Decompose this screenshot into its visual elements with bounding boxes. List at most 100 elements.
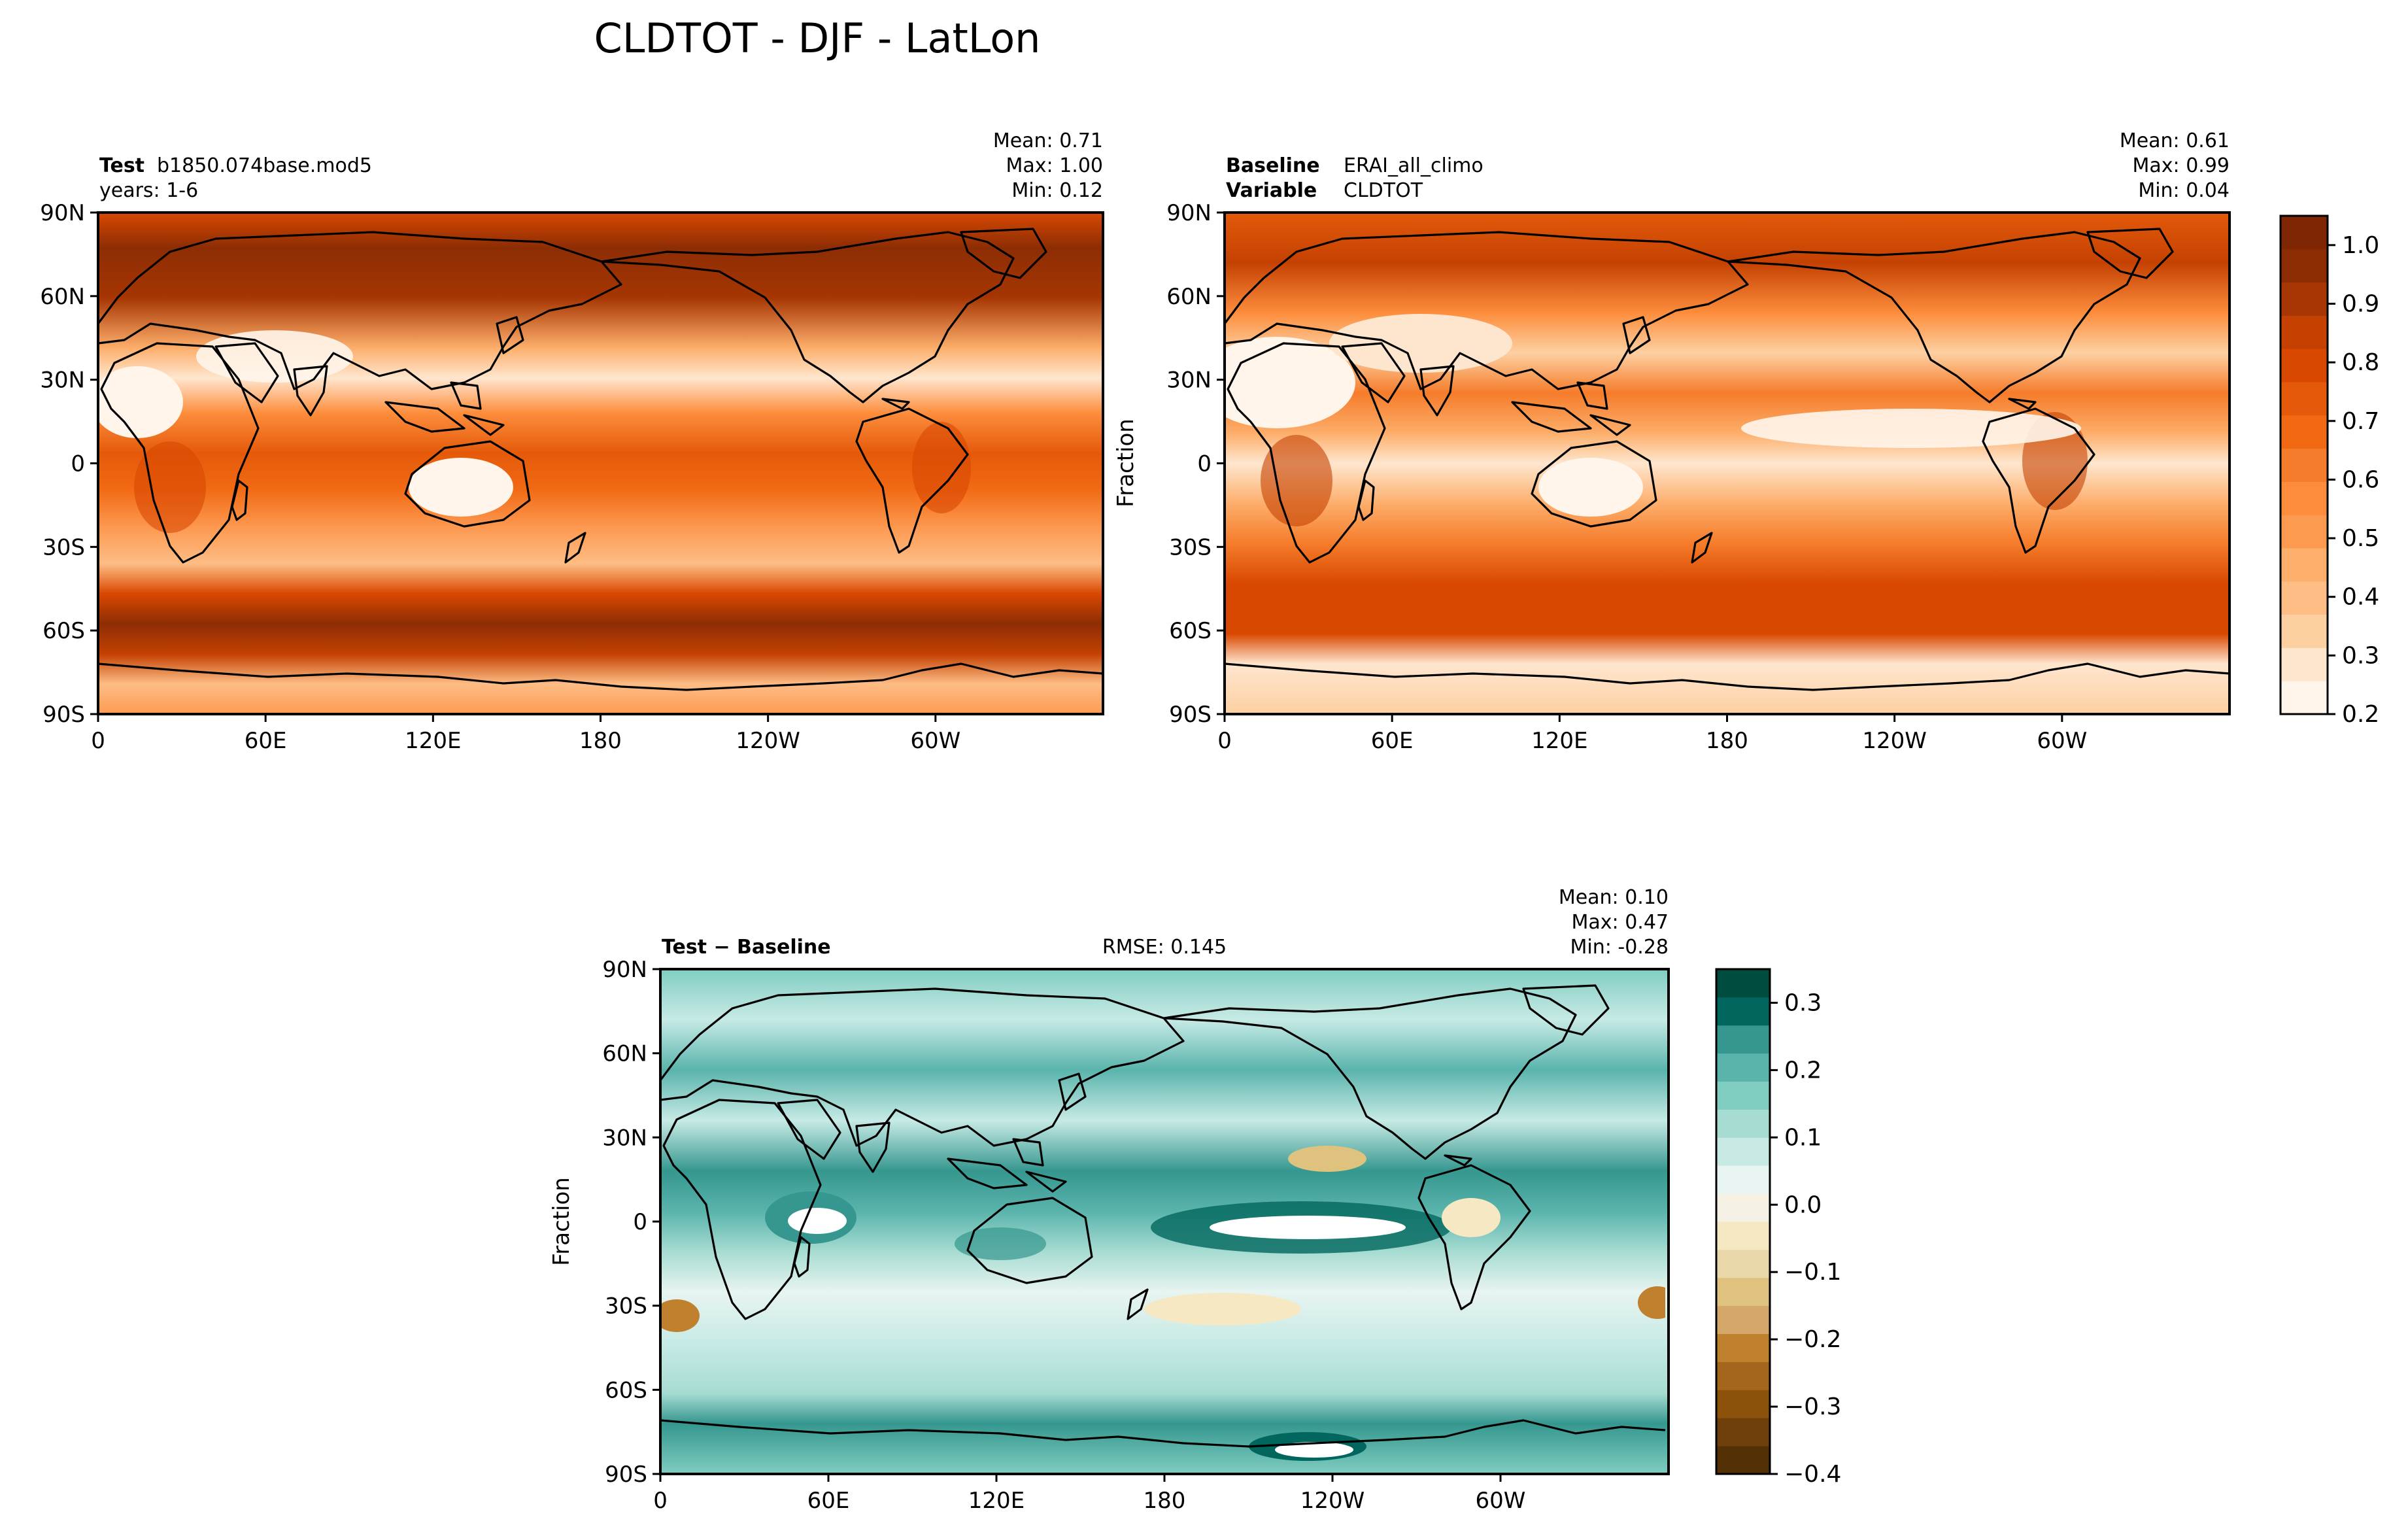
xtick-label: 180 [1706, 728, 1748, 754]
colorbar-segment [2281, 681, 2328, 715]
colorbar-tick-label: −0.4 [1784, 1461, 1841, 1488]
colorbar-segment [1716, 1390, 1770, 1418]
colorbar-segment [1716, 1446, 1770, 1475]
colorbar-tick-label: 0.9 [2342, 290, 2379, 317]
difference-stat-mean: Mean: 0.10 [1559, 886, 1669, 909]
colorbar-segment [1716, 1333, 1770, 1362]
baseline-label2-bold: Variable [1226, 179, 1317, 202]
colorbar-tick-label: 0.2 [1784, 1057, 1822, 1084]
colorbar-segment [2281, 415, 2328, 449]
colorbar-segment [1716, 1305, 1770, 1335]
colorbar-tick-label: −0.3 [1784, 1394, 1841, 1420]
colorbar-segment [1716, 997, 1770, 1026]
colorbar-segment [2281, 382, 2328, 416]
colorbar-tick-label: 0.3 [2342, 642, 2379, 669]
colorbar-segment [2281, 248, 2328, 283]
ytick-label: 30S [605, 1293, 647, 1320]
colorbar-tick-label: −0.1 [1784, 1259, 1841, 1286]
xtick-label: 120W [736, 728, 800, 754]
colorbar-segment [1716, 1081, 1770, 1110]
ytick-label: 90S [42, 702, 85, 728]
baseline-label-value: ERAI_all_climo [1344, 154, 1484, 177]
xtick-label: 0 [91, 728, 105, 754]
difference-field-features [660, 1146, 1665, 1461]
colorbar-segment [2281, 315, 2328, 349]
ytick-label: 60S [1169, 618, 1212, 644]
panel-baseline: Baseline ERAI_all_climo Variable CLDTOT … [1113, 129, 2231, 754]
ytick-label: 30S [1169, 534, 1212, 560]
colorbar-segment [2281, 216, 2328, 250]
colorbar-segment [1716, 1418, 1770, 1446]
ytick-label: 30N [40, 368, 85, 394]
colorbar-tick-label: −0.2 [1784, 1326, 1841, 1353]
xtick-label: 120W [1862, 728, 1927, 754]
colorbar-segment [1716, 1053, 1770, 1082]
ytick-label: 30N [1166, 368, 1212, 394]
colorbar-segment [1716, 1277, 1770, 1307]
colorbar-tick-label: 0.5 [2342, 525, 2379, 552]
baseline-stat-mean: Mean: 0.61 [2120, 129, 2230, 152]
ytick-label: 90N [1166, 200, 1212, 226]
colorbar-segment [2281, 647, 2328, 681]
colorbar-tick-label: 1.0 [2342, 232, 2379, 259]
panel-test: Test b1850.074base.mod5 years: 1-6 Mean:… [40, 129, 1104, 754]
colorbar-tick-label: 0.8 [2342, 349, 2379, 376]
xtick-label: 60E [807, 1488, 850, 1514]
ytick-label: 60N [1166, 284, 1212, 310]
test-label-bold: Test [99, 154, 144, 177]
ytick-label: 60S [42, 618, 85, 644]
colorbar-tick-label: 0.2 [2342, 701, 2379, 728]
ytick-label: 60N [602, 1041, 647, 1067]
colorbar-segment [1716, 1165, 1770, 1194]
colorbar-frame [2279, 214, 2329, 715]
xtick-label: 120E [1531, 728, 1587, 754]
test-field-features [98, 330, 971, 533]
colorbar-segment [1716, 1109, 1770, 1138]
baseline-stat-min: Min: 0.04 [2138, 179, 2230, 202]
xtick-label: 180 [579, 728, 622, 754]
ytick-label: 90S [1169, 702, 1212, 728]
figure-title: CLDTOT - DJF - LatLon [594, 14, 1041, 62]
xtick-label: 120E [405, 728, 461, 754]
colorbar-tick-label: 0.4 [2342, 584, 2379, 611]
colorbar-orange: 1.0 0.9 0.8 0.7 0.6 0.5 0.4 0.3 0.2 [2279, 214, 2379, 728]
ytick-label: 0 [633, 1209, 647, 1235]
baseline-label2-value: CLDTOT [1344, 179, 1423, 202]
colorbar-segment [2281, 481, 2328, 515]
baseline-field-features [1225, 314, 2088, 526]
colorbar-tick-label: 0.0 [1784, 1191, 1822, 1218]
colorbar-tick-label: 0.1 [1784, 1124, 1822, 1151]
xtick-label: 60E [245, 728, 287, 754]
colorbar-segment [1716, 969, 1770, 998]
ytick-label: 60S [605, 1377, 647, 1403]
difference-label-bold: Test − Baseline [662, 936, 831, 959]
difference-rmse: RMSE: 0.145 [1102, 936, 1227, 959]
colorbar-tick-label: 0.6 [2342, 466, 2379, 493]
baseline-label-bold: Baseline [1226, 154, 1320, 177]
test-label-value: b1850.074base.mod5 [157, 154, 372, 177]
difference-stat-min: Min: -0.28 [1570, 936, 1669, 959]
colorbar-segment [2281, 349, 2328, 383]
colorbar-segment [1716, 1249, 1770, 1278]
colorbar-frame [1715, 968, 1771, 1475]
xtick-label: 0 [653, 1488, 668, 1514]
xtick-label: 60W [1476, 1488, 1526, 1514]
ytick-label: 30N [602, 1125, 647, 1151]
xtick-label: 0 [1217, 728, 1232, 754]
xtick-label: 60W [910, 728, 960, 754]
ytick-label: 90S [605, 1462, 647, 1488]
difference-stat-max: Max: 0.47 [1572, 911, 1669, 934]
baseline-stat-max: Max: 0.99 [2133, 154, 2230, 177]
ytick-label: 0 [1197, 451, 1212, 477]
ytick-label: 30S [42, 534, 85, 560]
colorbar-segment [1716, 1361, 1770, 1390]
ytick-label: 90N [602, 957, 647, 983]
xtick-label: 180 [1144, 1488, 1186, 1514]
colorbar-segment [1716, 1025, 1770, 1054]
colorbar-segment [2281, 282, 2328, 316]
colorbar-segment [1716, 1193, 1770, 1222]
baseline-ylabel: Fraction [1113, 419, 1139, 507]
colorbar-segment [1716, 1137, 1770, 1166]
panel-difference: Test − Baseline RMSE: 0.145 Mean: 0.10 M… [549, 886, 1670, 1514]
